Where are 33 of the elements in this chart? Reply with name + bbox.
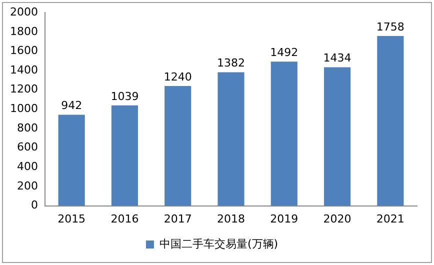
y-tick-label: 1600 <box>10 44 38 58</box>
y-tick-label: 800 <box>16 121 38 134</box>
y-tick-label: 1000 <box>10 102 38 116</box>
data-label: 1240 <box>164 70 192 84</box>
data-label: 1758 <box>376 20 404 34</box>
x-tick-label: 2016 <box>110 212 139 226</box>
data-label: 1434 <box>323 52 352 65</box>
x-tick-label: 2018 <box>216 212 245 226</box>
bar <box>270 62 298 206</box>
x-tick-label: 2019 <box>270 212 298 226</box>
bar <box>164 86 192 206</box>
bar <box>218 72 244 206</box>
bar <box>111 105 138 206</box>
data-label: 942 <box>61 99 82 112</box>
legend-label: 中国二手车交易量(万辆) <box>159 237 278 250</box>
y-tick-label: 400 <box>16 160 38 174</box>
bar <box>58 114 85 206</box>
y-tick-label: 1200 <box>10 82 38 96</box>
y-tick-label: 200 <box>16 179 38 192</box>
x-tick-label: 2015 <box>58 212 86 226</box>
data-label: 1492 <box>270 46 298 60</box>
bar <box>377 36 404 206</box>
x-tick-label: 2017 <box>164 212 192 226</box>
data-label: 1382 <box>216 56 245 70</box>
y-tick-label: 600 <box>16 140 38 154</box>
y-tick-label: 2000 <box>10 5 38 18</box>
y-tick-label: 1800 <box>10 24 38 38</box>
data-label: 1039 <box>110 90 139 103</box>
x-tick-label: 2020 <box>323 212 352 226</box>
y-tick-label: 0 <box>30 198 38 212</box>
x-tick-label: 2021 <box>376 212 404 226</box>
bar <box>324 67 351 206</box>
y-tick-label: 1400 <box>10 63 38 76</box>
